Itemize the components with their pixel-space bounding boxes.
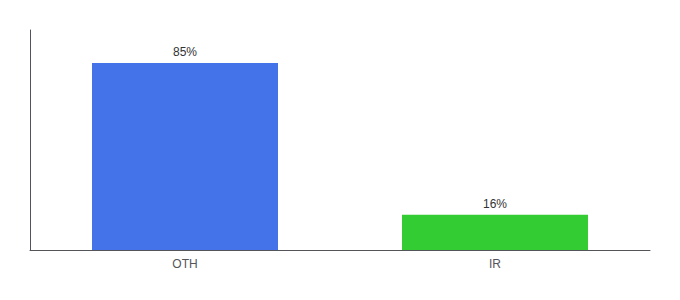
svg-text:85%: 85% bbox=[173, 45, 197, 59]
svg-text:OTH: OTH bbox=[172, 257, 197, 271]
svg-text:IR: IR bbox=[489, 257, 501, 271]
svg-text:16%: 16% bbox=[483, 197, 507, 211]
